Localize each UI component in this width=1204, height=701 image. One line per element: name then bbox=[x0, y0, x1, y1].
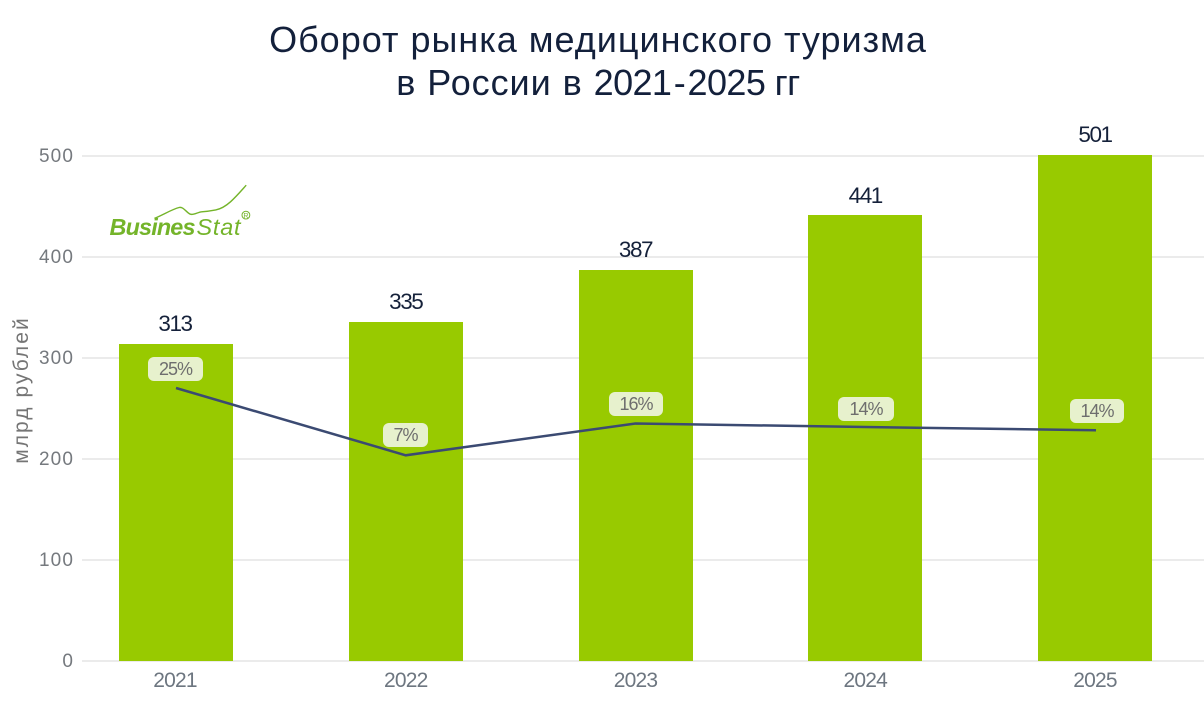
svg-text:Busines: Busines bbox=[110, 214, 196, 240]
svg-text:Stat: Stat bbox=[197, 214, 243, 240]
svg-text:R: R bbox=[243, 213, 248, 220]
